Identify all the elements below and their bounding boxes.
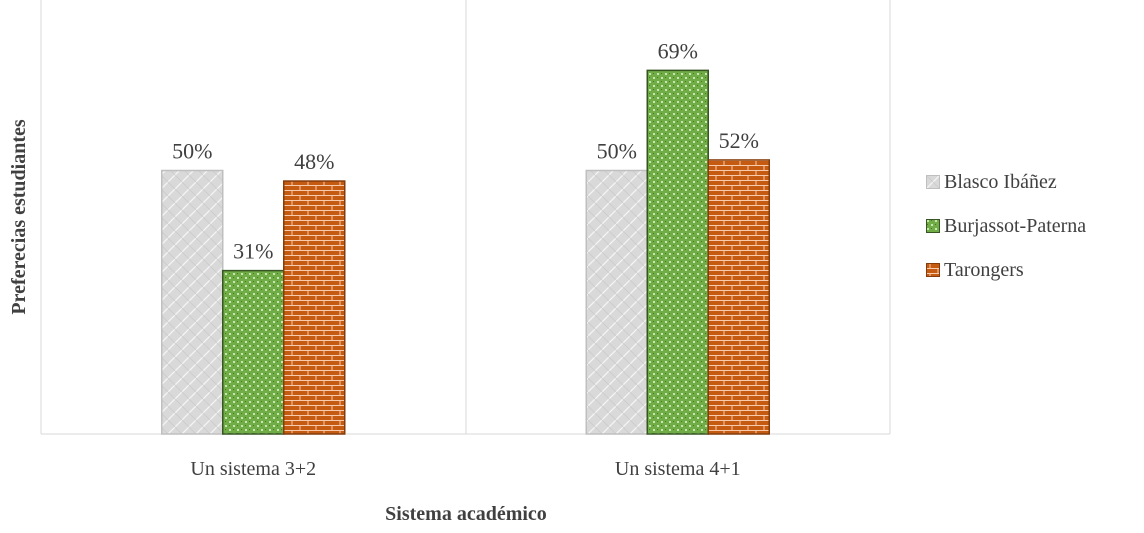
legend-swatch-burjassot [926, 219, 940, 233]
data-label-tarongers-cat2: 52% [719, 128, 759, 153]
legend-label-blasco: Blasco Ibáñez [944, 170, 1057, 193]
bar-tarongers-cat1 [283, 180, 346, 435]
data-label-burjassot-cat2: 69% [658, 38, 698, 63]
data-labels-group: 50% 31% 48% 50% 69% 52% [172, 38, 759, 263]
bar-blasco-cat2 [585, 169, 648, 435]
bars-group [161, 69, 770, 435]
legend-label-burjassot: Burjassot-Paterna [944, 214, 1087, 237]
data-label-burjassot-cat1: 31% [233, 239, 273, 264]
legend-item-burjassot: Burjassot-Paterna [926, 204, 1142, 248]
x-axis-title: Sistema académico [385, 503, 547, 525]
data-label-blasco-cat1: 50% [172, 139, 212, 164]
bar-burjassot-cat2 [646, 69, 709, 435]
x-tick-label-2: Un sistema 4+1 [615, 458, 741, 480]
y-axis-title: Preferecias estudiantes [8, 119, 30, 315]
legend-swatch-tarongers [926, 263, 940, 277]
bar-blasco-cat1 [161, 169, 224, 435]
x-tick-label-1: Un sistema 3+2 [190, 458, 316, 480]
legend-swatch-blasco [926, 175, 940, 189]
bar-tarongers-cat2 [707, 159, 770, 435]
x-tick-labels-group: Un sistema 3+2 Un sistema 4+1 [190, 458, 740, 480]
legend-item-blasco: Blasco Ibáñez [926, 160, 1142, 204]
legend-item-tarongers: Tarongers [926, 248, 1142, 292]
legend: Blasco Ibáñez Burjassot-Paterna Taronger… [926, 160, 1142, 292]
legend-label-tarongers: Tarongers [944, 258, 1024, 281]
data-label-blasco-cat2: 50% [597, 139, 637, 164]
bar-burjassot-cat1 [222, 269, 285, 435]
data-label-tarongers-cat1: 48% [294, 149, 334, 174]
